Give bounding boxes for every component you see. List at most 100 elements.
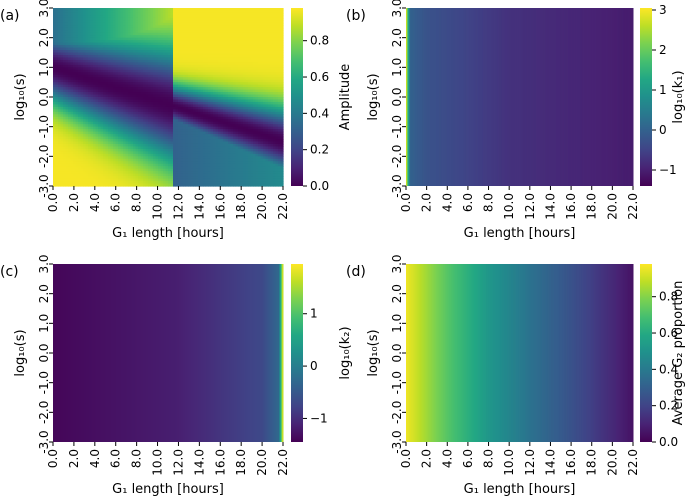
heatmap-cell xyxy=(218,171,222,175)
heatmap-cell xyxy=(90,12,94,17)
heatmap-cell xyxy=(88,163,92,167)
heatmap-cell xyxy=(218,156,222,160)
heatmap-cell xyxy=(90,84,94,88)
heatmap-cell xyxy=(73,106,77,110)
heatmap-cell xyxy=(108,27,112,31)
heatmap-cell xyxy=(195,129,199,133)
heatmap-cell xyxy=(205,54,209,59)
heatmap-cell xyxy=(140,143,144,148)
heatmap-cell xyxy=(168,146,172,150)
heatmap-cell xyxy=(155,8,159,12)
heatmap-cell xyxy=(133,82,137,86)
heatmap-cell xyxy=(70,141,74,145)
heatmap-cell xyxy=(165,20,169,24)
heatmap-cell xyxy=(98,12,102,17)
heatmap-cell xyxy=(98,87,102,91)
heatmap-cell xyxy=(178,8,182,12)
heatmap-cell xyxy=(53,104,57,108)
heatmap-cell xyxy=(78,136,82,140)
heatmap-cell xyxy=(220,57,224,61)
heatmap-cell xyxy=(105,106,109,110)
heatmap-cell xyxy=(183,72,187,76)
heatmap-cell xyxy=(88,67,92,71)
heatmap-cell xyxy=(93,15,97,19)
heatmap-cell xyxy=(200,156,204,160)
heatmap-cell xyxy=(123,116,127,120)
heatmap-cell xyxy=(100,42,104,46)
heatmap-cell xyxy=(218,50,222,54)
heatmap-cell xyxy=(223,176,227,180)
heatmap-cell xyxy=(88,20,92,24)
heatmap-cell xyxy=(150,124,154,128)
heatmap-cell xyxy=(170,151,174,155)
heatmap-cell xyxy=(188,153,192,157)
heatmap-cell xyxy=(120,57,124,61)
heatmap-cell xyxy=(180,37,184,41)
heatmap-cell xyxy=(183,134,187,138)
heatmap-cell xyxy=(165,99,169,103)
heatmap-cell xyxy=(68,84,72,88)
heatmap-cell xyxy=(100,87,104,91)
heatmap-cell xyxy=(168,153,172,157)
heatmap-cell xyxy=(83,62,87,66)
heatmap-cell xyxy=(93,22,97,26)
heatmap-cell xyxy=(110,40,114,44)
heatmap-cell xyxy=(88,156,92,160)
heatmap-cell xyxy=(148,62,152,66)
heatmap-cell xyxy=(90,171,94,175)
heatmap-cell xyxy=(148,111,152,115)
heatmap-cell xyxy=(125,139,129,143)
heatmap-cell xyxy=(133,126,137,130)
heatmap-cell xyxy=(185,119,189,123)
heatmap-cell xyxy=(68,121,72,125)
heatmap-cell xyxy=(120,166,124,170)
heatmap-cell xyxy=(123,57,127,61)
heatmap-cell xyxy=(168,97,172,101)
heatmap-cell xyxy=(103,57,107,61)
heatmap-cell xyxy=(208,67,212,71)
heatmap-cell xyxy=(160,47,164,51)
heatmap-cell xyxy=(138,50,142,54)
heatmap-cell xyxy=(120,176,124,180)
heatmap-cell xyxy=(88,10,92,14)
heatmap-cell xyxy=(180,15,184,19)
heatmap-cell xyxy=(218,109,222,113)
heatmap-cell xyxy=(58,173,62,177)
heatmap-cell xyxy=(123,77,127,81)
heatmap-cell xyxy=(220,116,224,120)
heatmap-cell xyxy=(73,54,77,59)
heatmap-cell xyxy=(110,42,114,46)
heatmap-cell xyxy=(185,72,189,76)
heatmap-cell xyxy=(205,32,209,36)
heatmap-cell xyxy=(148,101,152,106)
heatmap-cell xyxy=(93,59,97,63)
heatmap-cell xyxy=(63,42,67,46)
heatmap-cell xyxy=(220,181,224,185)
heatmap-cell xyxy=(148,84,152,88)
heatmap-cell xyxy=(55,50,59,54)
heatmap-cell xyxy=(115,129,119,133)
heatmap-cell xyxy=(110,22,114,26)
heatmap-cell xyxy=(160,94,164,98)
heatmap-cell xyxy=(100,109,104,113)
heatmap-cell xyxy=(148,168,152,172)
heatmap-cell xyxy=(70,148,74,152)
heatmap-cell xyxy=(145,15,149,19)
heatmap-cell xyxy=(80,57,84,61)
heatmap-cell xyxy=(128,97,132,101)
heatmap-cell xyxy=(193,146,197,150)
heatmap-cell xyxy=(140,92,144,96)
heatmap-cell xyxy=(160,111,164,115)
heatmap-cell xyxy=(103,74,107,78)
heatmap-cell xyxy=(223,8,227,12)
heatmap-cell xyxy=(203,10,207,14)
heatmap-cell xyxy=(75,50,79,54)
heatmap-cell xyxy=(165,82,169,86)
heatmap-cell xyxy=(203,166,207,170)
heatmap-cell xyxy=(135,121,139,125)
heatmap-cell xyxy=(215,72,219,76)
heatmap-cell xyxy=(125,111,129,115)
heatmap-cell xyxy=(120,101,124,106)
heatmap-cell xyxy=(188,62,192,66)
heatmap-cell xyxy=(63,129,67,133)
